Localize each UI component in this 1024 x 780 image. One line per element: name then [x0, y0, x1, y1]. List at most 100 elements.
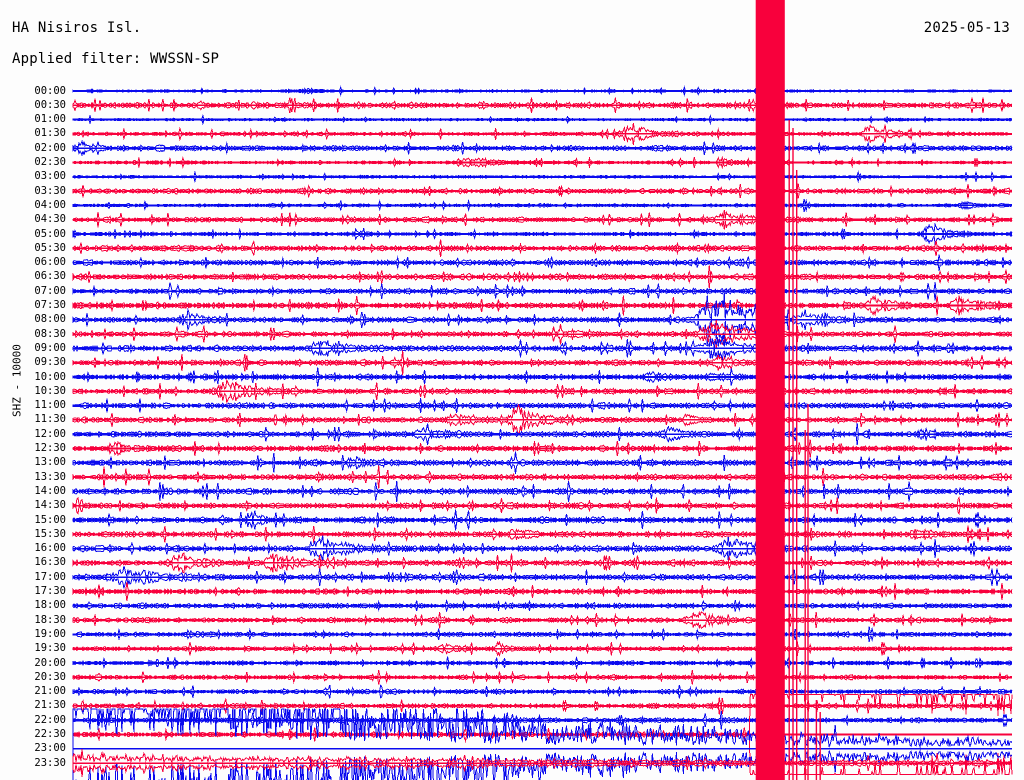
trace-row-12-00 [72, 423, 1013, 446]
trace-row-09-00 [72, 336, 1013, 360]
trace-row-09-30 [72, 350, 1013, 376]
applied-filter-label: Applied filter: WWSSN-SP [12, 51, 220, 67]
time-label-10-00: 10:00 [34, 370, 66, 383]
trace-row-03-30 [72, 183, 1013, 199]
trace-row-03-00 [72, 170, 1013, 184]
time-label-13-00: 13:00 [34, 456, 66, 469]
time-label-11-30: 11:30 [34, 413, 66, 426]
trace-row-19-00 [72, 626, 1013, 643]
time-label-23-00: 23:00 [34, 742, 66, 755]
trace-row-18-30 [72, 610, 1013, 630]
time-label-10-30: 10:30 [34, 384, 66, 397]
time-label-07-00: 07:00 [34, 284, 66, 297]
time-label-12-30: 12:30 [34, 442, 66, 454]
time-label-16-00: 16:00 [34, 542, 66, 555]
trace-row-15-00 [72, 509, 1013, 531]
time-label-12-00: 12:00 [34, 427, 66, 440]
time-label-15-30: 15:30 [34, 527, 66, 540]
date-label: 2025-05-13 [923, 20, 1010, 36]
trace-row-15-30 [72, 525, 1013, 544]
time-label-05-30: 05:30 [34, 241, 66, 254]
trace-row-07-30 [72, 294, 1013, 317]
trace-row-00-00 [72, 85, 1013, 97]
time-label-09-00: 09:00 [34, 341, 66, 354]
trace-row-05-30 [72, 239, 1013, 258]
station-title: HA Nisiros Isl. [12, 20, 142, 36]
time-label-23-30: 23:30 [34, 756, 66, 769]
trace-row-21-30 [72, 697, 1013, 715]
clipped-event-block [755, 0, 785, 780]
time-label-04-30: 04:30 [34, 213, 66, 226]
trace-row-12-30 [72, 439, 1013, 458]
trace-row-11-00 [72, 398, 1013, 414]
trace-row-02-30 [72, 155, 1013, 170]
time-label-21-30: 21:30 [34, 699, 66, 712]
trace-row-02-00 [72, 139, 1013, 157]
trace-row-13-00 [72, 451, 1013, 474]
trace-row-16-30 [72, 552, 1013, 574]
trace-row-14-30 [72, 496, 1013, 516]
time-label-08-00: 08:00 [34, 313, 66, 326]
time-label-03-00: 03:00 [34, 170, 66, 183]
time-label-17-00: 17:00 [34, 570, 66, 583]
trace-row-06-00 [72, 254, 1012, 271]
time-label-14-00: 14:00 [34, 484, 66, 497]
time-label-22-30: 22:30 [34, 728, 66, 740]
trace-row-20-30 [72, 670, 1013, 685]
trace-row-19-30 [72, 640, 1013, 657]
time-label-05-00: 05:00 [34, 227, 66, 240]
time-label-18-00: 18:00 [34, 599, 66, 612]
time-label-16-30: 16:30 [34, 556, 66, 569]
trace-row-10-00 [72, 367, 1013, 387]
trace-row-21-00 [72, 684, 1013, 700]
trace-row-10-30 [72, 378, 1013, 405]
trace-row-13-30 [72, 465, 1013, 489]
time-label-07-30: 07:30 [34, 299, 66, 311]
trace-row-07-00 [72, 282, 1013, 301]
time-label-06-30: 06:30 [34, 270, 66, 283]
trace-row-16-00 [72, 535, 1013, 562]
trace-row-06-30 [72, 265, 1013, 289]
trace-row-01-30 [72, 122, 1012, 145]
trace-row-17-30 [72, 581, 1013, 602]
time-label-22-00: 22:00 [34, 713, 66, 726]
trace-row-08-30 [72, 320, 1013, 348]
time-label-00-30: 00:30 [34, 98, 66, 111]
trace-row-23-30 [72, 749, 1013, 778]
time-label-01-00: 01:00 [34, 113, 66, 126]
trace-row-08-00 [72, 293, 1013, 347]
trace-row-01-00 [72, 113, 1013, 126]
time-label-20-30: 20:30 [34, 670, 66, 683]
time-label-20-00: 20:00 [34, 656, 66, 669]
time-label-11-00: 11:00 [34, 399, 66, 412]
time-label-18-30: 18:30 [34, 613, 66, 626]
time-label-01-30: 01:30 [34, 127, 66, 140]
time-label-02-00: 02:00 [34, 141, 66, 154]
time-axis-labels: 00:00 00:30 01:00 01:30 02:00 02:30 03:00 03:30… [0, 0, 72, 780]
time-label-06-00: 06:00 [34, 256, 66, 269]
time-label-02-30: 02:30 [34, 156, 66, 168]
trace-row-17-00 [72, 565, 1013, 589]
time-label-09-30: 09:30 [34, 356, 66, 369]
time-label-04-00: 04:00 [34, 198, 66, 211]
time-label-13-30: 13:30 [34, 470, 66, 483]
time-label-00-00: 00:00 [34, 84, 66, 97]
trace-row-20-00 [72, 655, 1013, 671]
trace-row-04-30 [72, 210, 1013, 230]
clipped-event-spikes [788, 120, 821, 780]
time-label-03-30: 03:30 [34, 184, 66, 197]
time-label-19-00: 19:00 [34, 627, 66, 640]
trace-row-11-30 [72, 403, 1013, 437]
time-label-08-30: 08:30 [34, 327, 66, 340]
time-label-17-30: 17:30 [34, 585, 66, 597]
trace-row-00-30 [72, 97, 1013, 114]
trace-row-14-00 [72, 480, 1013, 502]
time-label-14-30: 14:30 [34, 499, 66, 512]
trace-row-18-00 [72, 598, 1013, 613]
time-label-19-30: 19:30 [34, 642, 66, 655]
trace-row-05-00 [72, 222, 1013, 246]
time-label-21-00: 21:00 [34, 685, 66, 698]
time-label-15-00: 15:00 [34, 513, 66, 526]
